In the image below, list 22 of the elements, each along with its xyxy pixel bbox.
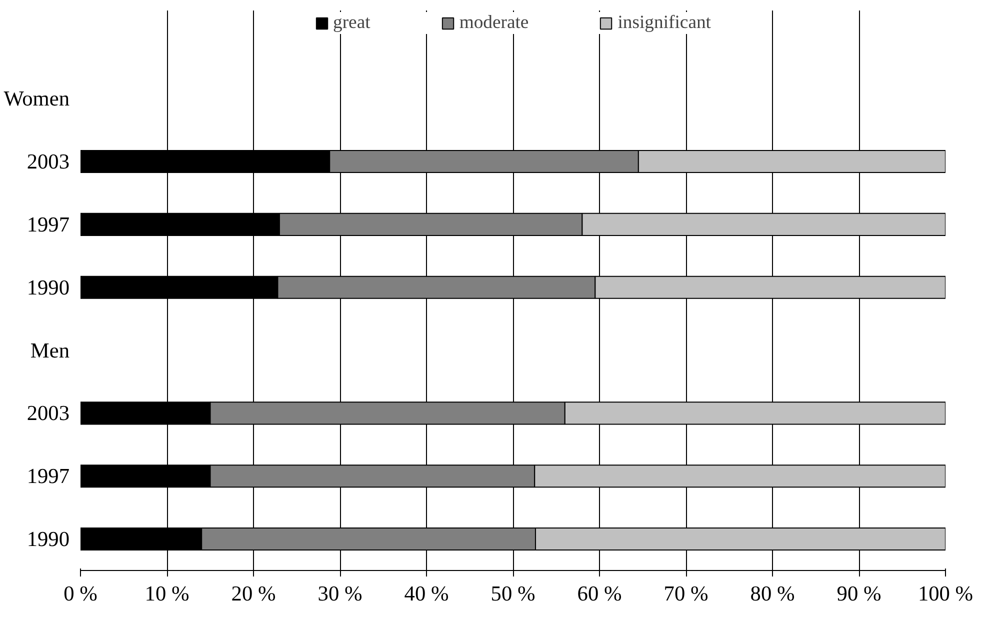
legend-label: great (333, 12, 370, 34)
x-tick-label: 80 % (750, 582, 795, 606)
y-tick-label: Women (4, 86, 70, 111)
y-tick-label: 2003 (26, 150, 70, 174)
x-tick-label: 10 % (144, 582, 190, 606)
y-tick-label: 1997 (26, 464, 70, 488)
y-tick-label: 1997 (26, 212, 70, 236)
y-tick-label: 2003 (26, 401, 70, 426)
x-tick-label: 100 % (918, 582, 974, 606)
x-tick-label: 20 % (231, 582, 276, 606)
legend-label: insignificant (618, 12, 711, 34)
x-tick-label: 90 % (836, 582, 882, 606)
y-tick-label: 1990 (26, 275, 70, 300)
x-tick-label: 30 % (318, 582, 362, 606)
x-tick-label: 40 % (404, 582, 449, 606)
x-tick-label: 70 % (664, 582, 708, 606)
y-tick-label: 1990 (26, 527, 70, 552)
x-tick-label: 0 % (64, 582, 98, 606)
x-tick-label: 50 % (490, 582, 536, 606)
legend-label: moderate (459, 12, 529, 34)
x-tick-label: 60 % (577, 582, 622, 606)
y-tick-label: Men (30, 338, 70, 362)
